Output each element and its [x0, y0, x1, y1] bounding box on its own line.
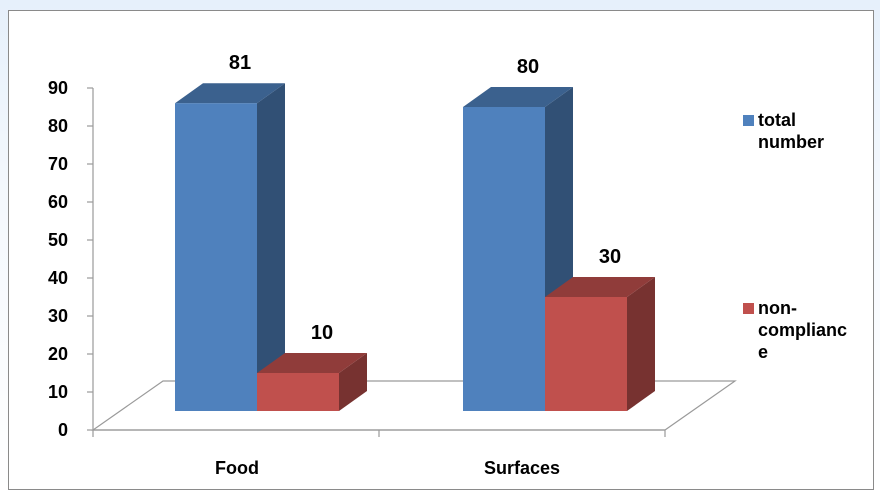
- data-label: 30: [599, 246, 621, 268]
- y-tick-label: 30: [48, 306, 68, 326]
- legend-swatch: [743, 303, 754, 314]
- data-label: 10: [311, 322, 333, 344]
- legend-swatch: [743, 115, 754, 126]
- bar-surfaces-noncompliance: [545, 277, 655, 411]
- bar-top-face: [175, 83, 285, 104]
- data-label: 80: [517, 56, 539, 78]
- y-tick-label: 20: [48, 344, 68, 364]
- y-tick-label: 60: [48, 192, 68, 212]
- bar-top-face: [257, 353, 367, 373]
- x-axis: Food Surfaces: [92, 429, 666, 478]
- bar-side-face: [627, 277, 655, 411]
- y-axis: 0 10 20 30 40 50 60 70 80 90: [48, 78, 94, 440]
- legend-label: number: [758, 132, 824, 152]
- x-category-label: Food: [215, 458, 259, 478]
- bar-front-face: [175, 103, 257, 411]
- legend-label: total: [758, 110, 796, 130]
- bar-front-face: [463, 107, 545, 411]
- bar-front-face: [257, 373, 339, 411]
- bar-side-face: [339, 353, 367, 411]
- y-tick-label: 90: [48, 78, 68, 98]
- y-tick-label: 0: [58, 420, 68, 440]
- bar-front-face: [545, 297, 627, 411]
- y-tick-label: 70: [48, 154, 68, 174]
- bar-top-face: [463, 87, 573, 107]
- data-label: 81: [229, 52, 251, 74]
- bar-surfaces-total: [463, 87, 573, 411]
- y-tick-label: 40: [48, 268, 68, 288]
- y-tick-label: 80: [48, 116, 68, 136]
- legend-label: non-: [758, 298, 797, 318]
- bar-top-face: [545, 277, 655, 297]
- y-tick-label: 10: [48, 382, 68, 402]
- data-labels: 81 10 80 30: [229, 52, 621, 344]
- x-category-label: Surfaces: [484, 458, 560, 478]
- y-tick-label: 50: [48, 230, 68, 250]
- bar-food-total: [175, 83, 285, 411]
- legend-label: e: [758, 342, 768, 362]
- chart-frame: [8, 10, 874, 490]
- bar-food-noncompliance: [257, 353, 367, 411]
- bar-side-face: [257, 83, 285, 411]
- legend-label: complianc: [758, 320, 847, 340]
- bars: [175, 83, 655, 411]
